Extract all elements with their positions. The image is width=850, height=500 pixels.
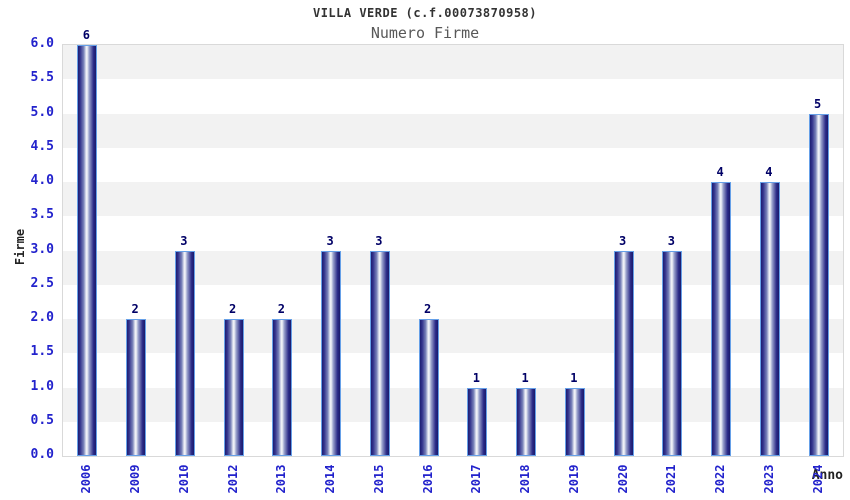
grid-band	[63, 147, 843, 182]
bar-value-label: 2	[277, 302, 285, 316]
bar-2019	[564, 387, 585, 456]
chart-title: VILLA VERDE (c.f.00073870958)	[312, 6, 537, 20]
bar-2022	[711, 182, 732, 456]
bar-2006	[77, 45, 98, 456]
x-tick-label: 2009	[128, 464, 143, 494]
bar-value-label: 3	[326, 233, 334, 248]
bar-2023	[759, 182, 780, 456]
bar-2016	[418, 319, 439, 456]
bar-value-label: 3	[375, 233, 383, 248]
x-axis-title: Anno	[811, 468, 843, 483]
bar-value-label: 3	[180, 233, 188, 248]
bar-value-label: 1	[521, 370, 529, 385]
bar-value-label: 2	[229, 302, 237, 316]
x-tick-label: 2024	[810, 464, 825, 494]
bar-2010	[174, 250, 195, 456]
x-tick-label: 2013	[274, 464, 289, 494]
grid-band	[63, 79, 843, 114]
x-tick-label: 2019	[566, 464, 581, 494]
y-tick-label: 5.0	[30, 104, 54, 120]
bar-value-label: 5	[814, 96, 822, 111]
bar-2012	[223, 319, 244, 456]
bar-2018	[516, 387, 537, 456]
plot-area	[62, 44, 844, 457]
x-tick-label: 2006	[79, 464, 94, 494]
grid-band	[63, 113, 843, 148]
bar-2017	[467, 387, 488, 456]
y-tick-label: 2.0	[30, 310, 54, 325]
bar-2014	[321, 250, 342, 456]
bar-value-label: 4	[716, 165, 724, 179]
bar-value-label: 1	[570, 370, 578, 385]
bar-value-label: 3	[619, 233, 627, 248]
bar-2015	[369, 250, 390, 456]
x-tick-label: 2010	[176, 464, 191, 494]
x-tick-label: 2015	[371, 464, 386, 494]
y-tick-label: 2.5	[30, 275, 54, 291]
y-tick-label: 4.5	[30, 138, 54, 154]
y-tick-label: 0.0	[30, 447, 54, 462]
x-tick-label: 2016	[420, 464, 435, 494]
y-tick-label: 5.5	[30, 70, 54, 86]
y-tick-label: 1.0	[30, 378, 54, 394]
x-tick-label: 2022	[713, 464, 728, 494]
y-tick-label: 3.5	[30, 207, 54, 223]
x-tick-label: 2021	[664, 464, 679, 494]
bar-value-label: 6	[82, 28, 90, 42]
bar-value-label: 2	[424, 302, 432, 316]
bar-value-label: 4	[765, 165, 773, 179]
bar-value-label: 1	[472, 370, 480, 385]
x-tick-label: 2023	[761, 464, 776, 494]
bar-value-label: 2	[131, 302, 139, 316]
y-tick-label: 0.5	[30, 412, 54, 428]
y-tick-label: 6.0	[30, 36, 54, 51]
bar-value-label: 3	[667, 233, 675, 248]
x-tick-label: 2020	[615, 464, 630, 494]
y-tick-label: 4.0	[30, 173, 54, 188]
x-tick-label: 2014	[323, 464, 338, 494]
grid-band	[63, 45, 843, 80]
bar-2020	[613, 250, 634, 456]
y-tick-label: 1.5	[30, 344, 54, 360]
bar-2013	[272, 319, 293, 456]
bar-2024	[808, 113, 829, 456]
bar-2021	[662, 250, 683, 456]
x-tick-label: 2017	[469, 464, 484, 494]
chart-subtitle: Numero Firme	[370, 24, 480, 42]
y-tick-label: 3.0	[30, 241, 54, 257]
x-tick-label: 2018	[518, 464, 533, 494]
bar-2009	[126, 319, 147, 456]
x-tick-label: 2012	[225, 464, 240, 494]
